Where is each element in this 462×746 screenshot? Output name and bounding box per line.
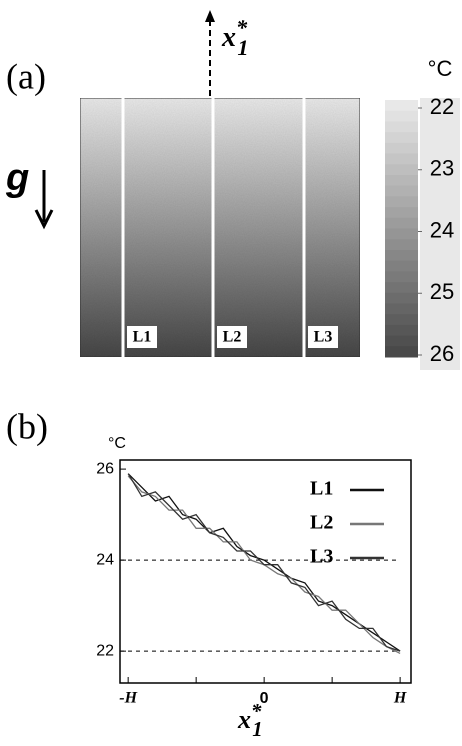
x-axis-label: x*1 [221,15,249,60]
colorbar-step [385,282,418,293]
colorbar-step [385,132,418,143]
x-label-main: x [221,22,236,53]
probe-label: L1 [133,329,152,346]
y-tick-label: 22 [96,642,114,659]
colorbar-step [385,261,418,272]
colorbar-step [385,293,418,304]
colorbar-tick-label: 25 [430,279,454,304]
colorbar-step [385,336,418,347]
colorbar-step [385,186,418,197]
colorbar-step [385,143,418,154]
colorbar-step [385,175,418,186]
y-tick-label: 24 [96,551,114,568]
x-tick-label: -H [119,690,137,707]
colorbar-unit: °C [428,56,453,81]
x-tick-label: H [393,690,407,707]
gravity-label: g [5,157,29,199]
probe-label: L3 [314,329,333,346]
plot-frame [120,460,411,683]
colorbar-step [385,346,418,357]
colorbar-step [385,121,418,132]
axis-arrowhead [205,10,215,22]
figure: (a)L1L2L3gx*1°C2223242526(b)°C222426-H0H… [0,0,462,746]
colorbar-step [385,111,418,122]
panel-label: (a) [6,56,46,96]
colorbar-step [385,100,418,111]
legend-label: L2 [310,512,333,534]
colorbar-step [385,218,418,229]
colorbar-step [385,303,418,314]
colorbar-tick-label: 23 [430,156,454,181]
panel-label: (b) [6,406,48,446]
y-tick-label: 26 [96,460,114,477]
colorbar-step [385,250,418,261]
colorbar-step [385,271,418,282]
x-label-sub: 1 [252,718,262,741]
colorbar-tick-label: 26 [430,341,454,366]
colorbar-tick-label: 24 [430,217,454,242]
colorbar-step [385,229,418,240]
legend-label: L3 [310,546,333,568]
probe-label: L2 [223,329,242,346]
y-unit: °C [108,435,126,452]
colorbar-step [385,239,418,250]
x-axis-label: x*1 [237,700,263,741]
x-label-main: x [237,705,251,734]
colorbar-step [385,154,418,165]
x-label-sub: 1 [237,35,248,60]
colorbar-step [385,207,418,218]
legend-label: L1 [310,478,333,500]
colorbar-step [385,325,418,336]
colorbar-step [385,314,418,325]
colorbar-step [385,196,418,207]
colorbar-tick-label: 22 [430,94,454,119]
colorbar-step [385,164,418,175]
